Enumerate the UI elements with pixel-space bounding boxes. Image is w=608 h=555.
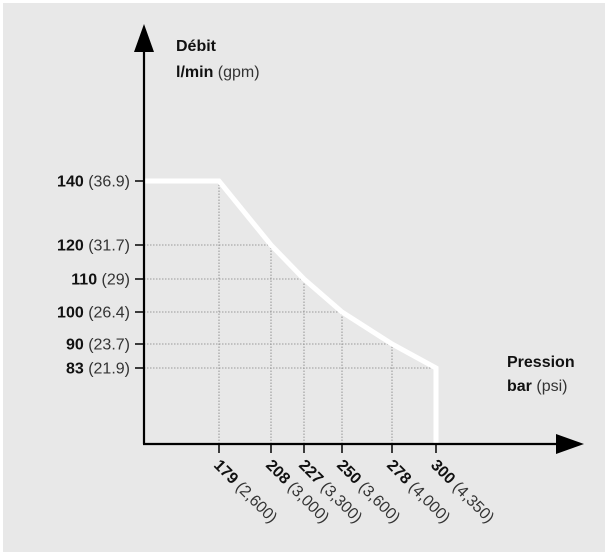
y-tick-label-83: 83 (21.9) (66, 361, 130, 378)
y-axis-unit: l/min (gpm) (176, 64, 260, 81)
y-tick-label-120: 120 (31.7) (57, 238, 130, 255)
y-tick-label-110: 110 (29) (71, 272, 130, 289)
y-tick-label-90: 90 (23.7) (66, 337, 130, 354)
x-axis-arrowhead (556, 434, 584, 454)
y-axis-ticks: 140 (36.9) 120 (31.7) 110 (29) 100 (26.4) 90… (57, 174, 144, 378)
x-axis-title: Pression (507, 354, 575, 371)
y-axis-arrowhead (134, 24, 154, 52)
y-axis-title: Débit (176, 38, 217, 55)
grid-lines (144, 180, 437, 444)
y-axis-unit-secondary: (gpm) (218, 64, 260, 81)
x-axis-unit-secondary: (psi) (536, 378, 567, 395)
y-tick-label-100: 100 (26.4) (57, 305, 130, 322)
y-tick-label-140: 140 (36.9) (57, 174, 130, 191)
x-axis-unit-primary: bar (507, 378, 532, 395)
y-axis-unit-primary: l/min (176, 64, 213, 81)
x-axis-unit: bar (psi) (507, 378, 567, 395)
flow-curve (144, 178, 439, 444)
